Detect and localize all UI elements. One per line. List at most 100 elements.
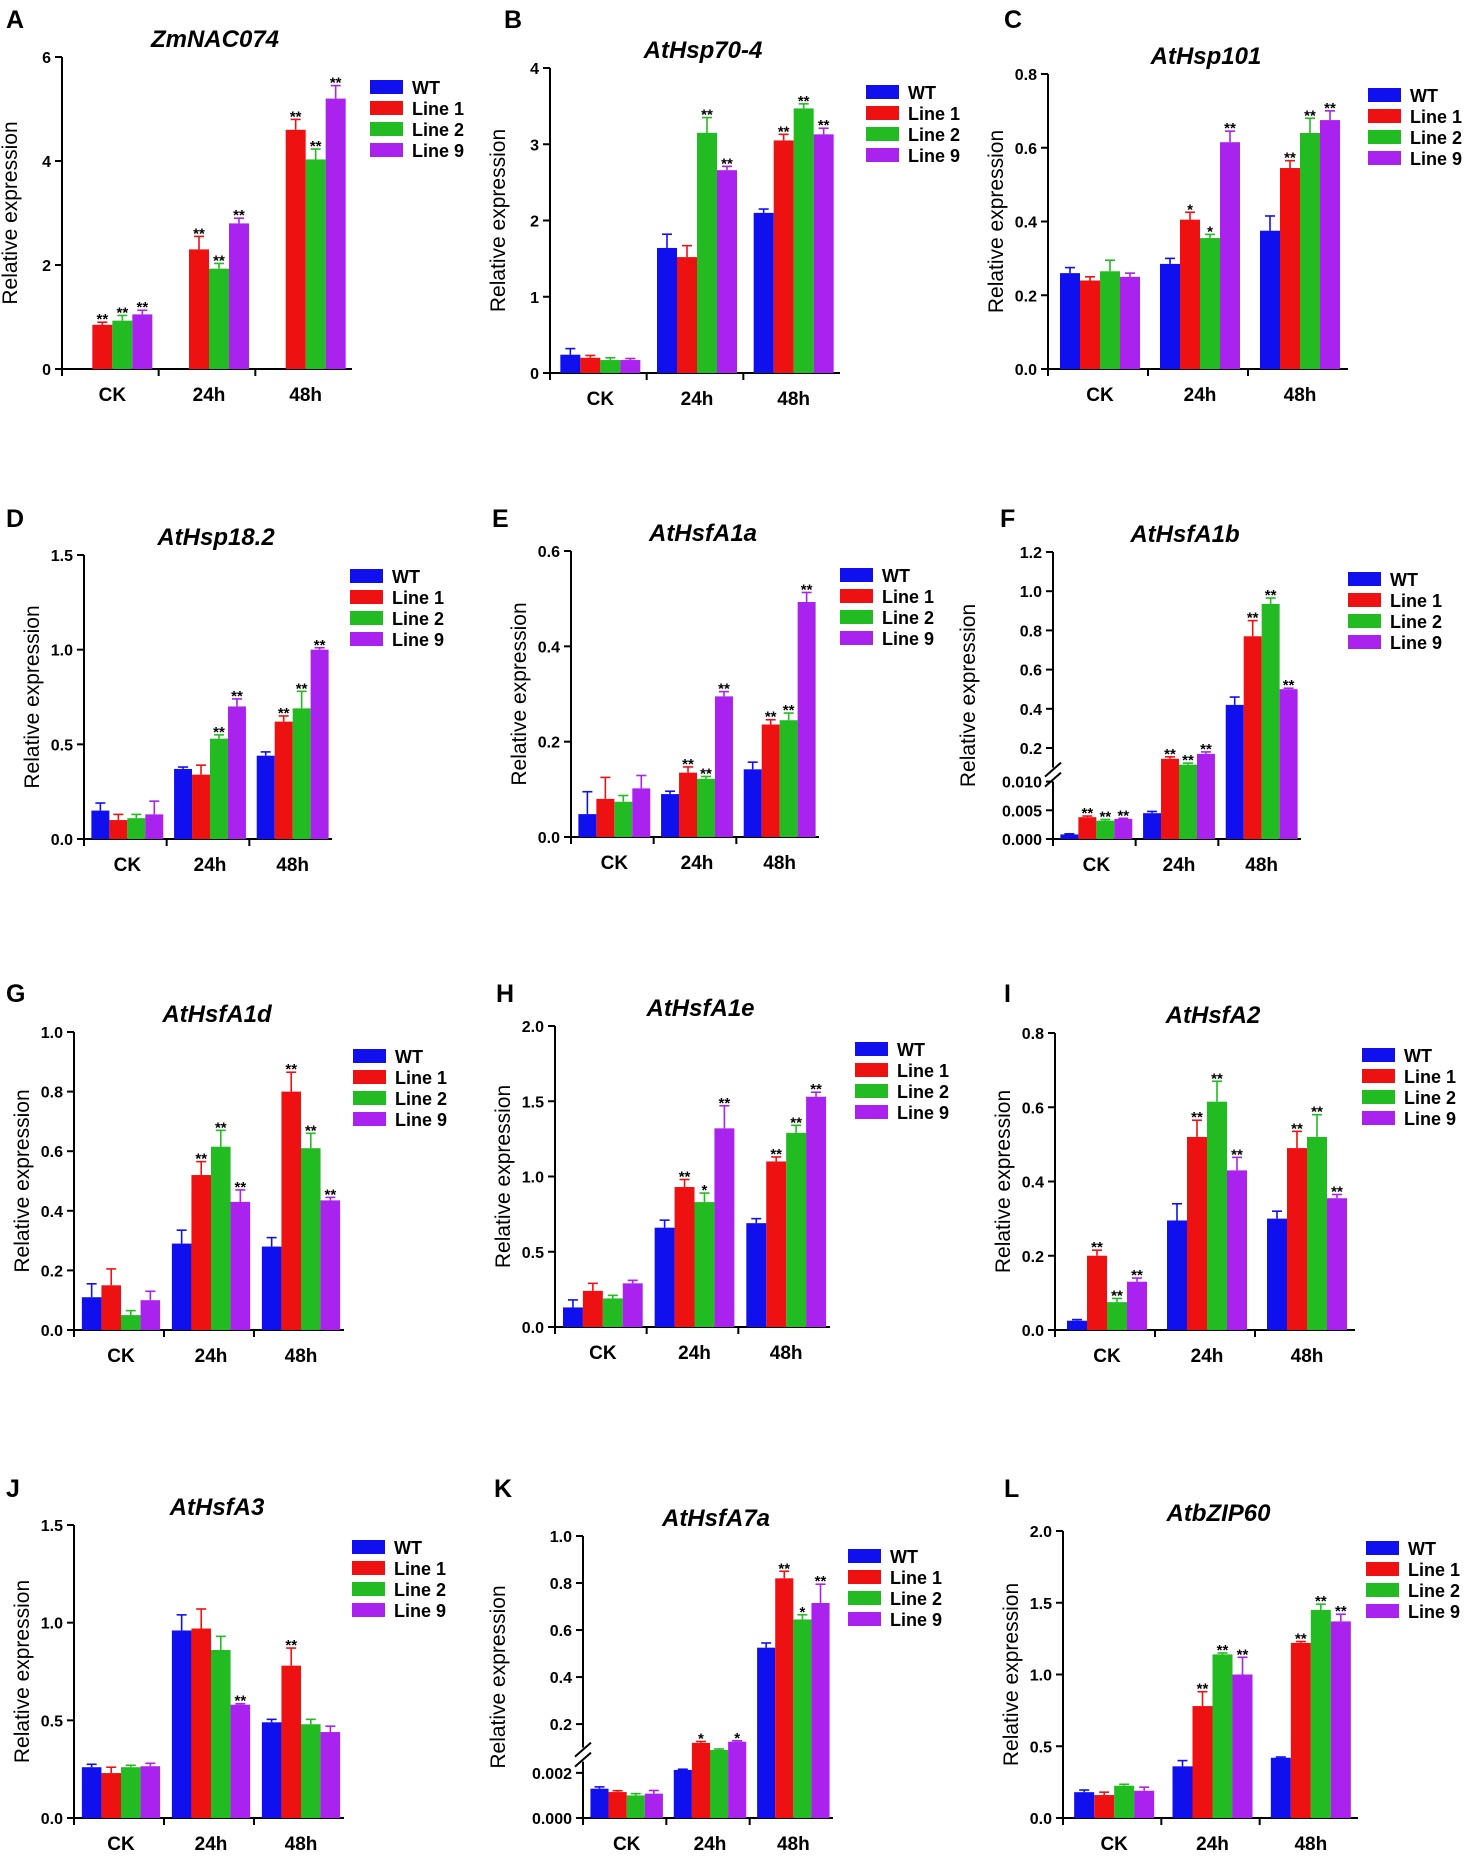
bar-wt xyxy=(1160,263,1180,369)
y-tick-label: 1 xyxy=(530,290,539,307)
bar-line-1 xyxy=(1087,1255,1107,1330)
significance-label: ** xyxy=(296,680,308,697)
legend-swatch xyxy=(1368,151,1401,165)
legend-swatch xyxy=(1348,572,1381,586)
legend-label: Line 9 xyxy=(1408,1602,1460,1622)
y-tick-label: 0 xyxy=(42,362,51,379)
y-tick-label: 0.8 xyxy=(1020,623,1042,640)
panel-letter: I xyxy=(1004,980,1011,1008)
chart-panel-a: A ZmNAC074 Relative expression 0 2 4 6 CK ** ** **… xyxy=(0,6,464,406)
significance-label: ** xyxy=(682,756,694,773)
bar-line-2 xyxy=(697,132,717,373)
significance-label: ** xyxy=(305,1122,317,1139)
bar-line-9 xyxy=(320,1732,341,1818)
legend-label: Line 9 xyxy=(395,1110,447,1130)
legend-swatch xyxy=(1366,1604,1399,1618)
bar-line-9 xyxy=(1330,1621,1351,1818)
y-tick-label: 3 xyxy=(530,137,539,154)
x-tick-label: 24h xyxy=(678,1343,711,1364)
significance-label: ** xyxy=(719,1095,731,1112)
x-tick-label: 48h xyxy=(770,1343,803,1364)
bar-line-9 xyxy=(1114,818,1133,839)
bar-wt xyxy=(746,1223,767,1327)
legend-label: Line 1 xyxy=(394,1559,446,1579)
x-tick-label: CK xyxy=(1086,385,1114,406)
legend-label: Line 9 xyxy=(392,630,444,650)
significance-label: ** xyxy=(701,107,713,124)
panel-letter: E xyxy=(492,505,509,533)
significance-label: ** xyxy=(213,252,225,269)
significance-label: * xyxy=(1187,201,1193,218)
bar-line-1 xyxy=(101,1773,121,1818)
bar-wt xyxy=(171,1243,192,1330)
significance-label: ** xyxy=(285,1637,297,1654)
legend-label: Line 1 xyxy=(392,588,444,608)
bar-wt xyxy=(91,810,110,839)
significance-label: ** xyxy=(195,1151,207,1168)
significance-label: ** xyxy=(778,1560,790,1577)
legend-swatch xyxy=(866,127,899,141)
legend-label: Line 9 xyxy=(1404,1109,1456,1129)
bar-line-1 xyxy=(1243,636,1262,839)
bar-line-1 xyxy=(189,249,209,369)
legend-swatch xyxy=(866,148,899,162)
y-tick-label: 0.4 xyxy=(1020,702,1042,719)
bar-line-1 xyxy=(1080,280,1100,369)
bar-line-2 xyxy=(1212,1654,1233,1818)
significance-label: ** xyxy=(770,1146,782,1163)
significance-label: ** xyxy=(231,688,243,705)
bar-wt xyxy=(578,814,597,837)
y-tick-label: 0.2 xyxy=(538,735,560,752)
y-tick-label: 1.5 xyxy=(41,1518,63,1535)
legend-swatch xyxy=(1366,1583,1399,1597)
significance-label: ** xyxy=(1091,1239,1103,1256)
y-tick-label: 0.6 xyxy=(1022,1100,1044,1117)
y-tick-label: 0.4 xyxy=(41,1204,63,1221)
bar-line-1 xyxy=(674,1187,695,1327)
significance-label: ** xyxy=(233,207,245,224)
significance-label: ** xyxy=(1291,1120,1303,1137)
significance-label: ** xyxy=(1217,1642,1229,1659)
y-tick-label: 0.000 xyxy=(532,1811,572,1828)
bar-line-1 xyxy=(274,721,293,839)
legend-swatch xyxy=(370,122,403,136)
legend-swatch xyxy=(840,631,873,645)
y-tick-label: 0.8 xyxy=(41,1085,63,1102)
bar-line-2 xyxy=(210,738,228,839)
significance-label: ** xyxy=(818,117,830,134)
legend-label: WT xyxy=(890,1547,918,1567)
legend-label: Line 2 xyxy=(394,1580,446,1600)
x-tick-label: CK xyxy=(107,1834,135,1855)
significance-label: ** xyxy=(1283,677,1295,694)
x-tick-label: 24h xyxy=(1196,1834,1229,1855)
chart-title: AtHsfA1b xyxy=(1129,521,1239,548)
bar-line-1 xyxy=(1287,1148,1307,1330)
significance-label: ** xyxy=(700,765,712,782)
x-tick-label: CK xyxy=(1100,1834,1128,1855)
legend-label: Line 9 xyxy=(412,141,464,161)
bar-wt xyxy=(1172,1766,1193,1818)
significance-label: ** xyxy=(330,75,342,92)
y-tick-label: 0.4 xyxy=(550,1670,572,1687)
x-tick-label: CK xyxy=(99,385,127,406)
y-tick-label: 0.0 xyxy=(51,832,73,849)
x-tick-label: CK xyxy=(613,1834,641,1855)
legend-label: WT xyxy=(1408,1539,1436,1559)
legend-swatch xyxy=(353,1049,386,1063)
x-tick-label: 48h xyxy=(276,855,309,876)
significance-label: ** xyxy=(1284,150,1296,167)
y-axis-label: Relative expression xyxy=(508,602,531,785)
bar-line-1 xyxy=(608,1792,627,1818)
bar-line-1 xyxy=(191,1628,211,1818)
legend-swatch xyxy=(353,1070,386,1084)
x-tick-label: CK xyxy=(1083,855,1111,876)
y-tick-label: 0.0 xyxy=(41,1323,63,1340)
legend-label: Line 2 xyxy=(897,1082,949,1102)
x-tick-label: 24h xyxy=(681,853,714,874)
significance-label: ** xyxy=(1197,1681,1209,1698)
bar-line-9 xyxy=(140,1300,161,1330)
y-tick-label: 0.4 xyxy=(1015,215,1037,232)
legend-label: WT xyxy=(394,1538,422,1558)
legend-swatch xyxy=(848,1612,881,1626)
